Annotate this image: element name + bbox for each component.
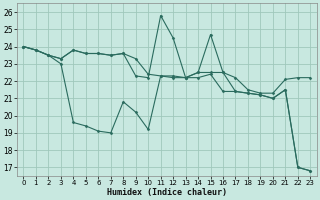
X-axis label: Humidex (Indice chaleur): Humidex (Indice chaleur) (107, 188, 227, 197)
